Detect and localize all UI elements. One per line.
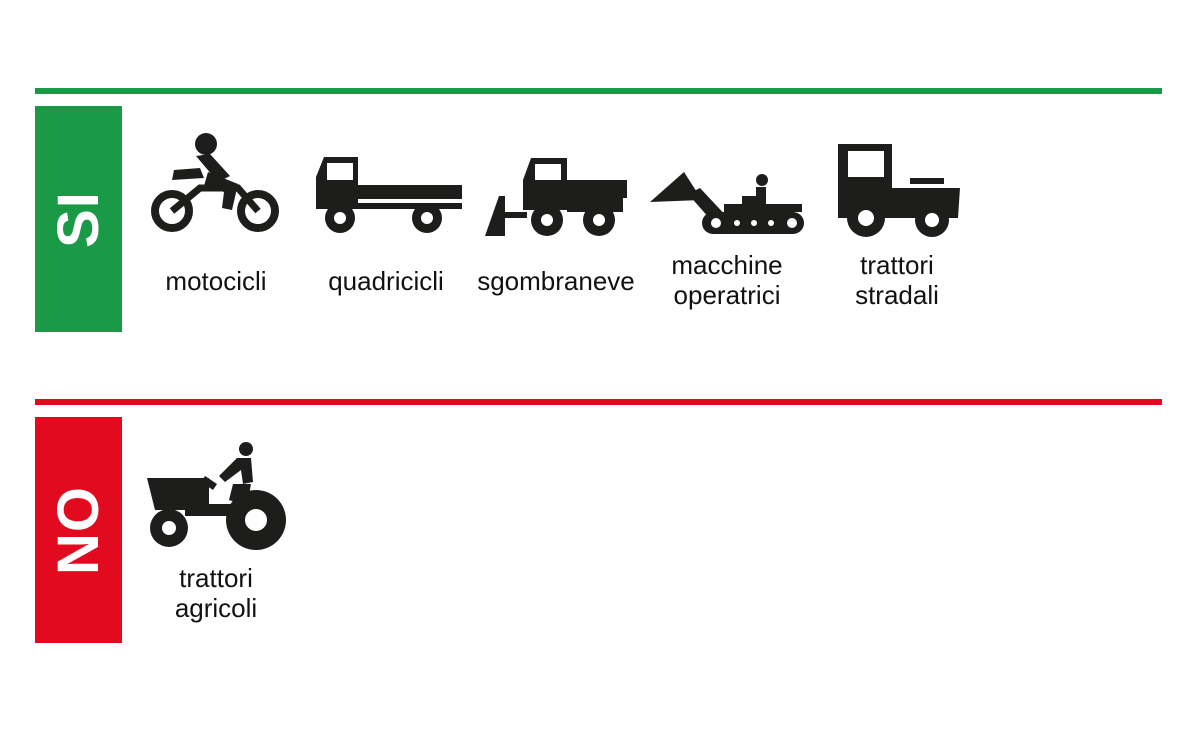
label-macchine-operatrici: macchine operatrici bbox=[671, 250, 783, 310]
motorcycle-icon bbox=[151, 133, 279, 232]
label-sgombraneve: sgombraneve bbox=[477, 266, 635, 296]
no-tag-text: NO bbox=[46, 485, 111, 575]
snowplow-icon bbox=[485, 158, 627, 236]
si-divider bbox=[35, 88, 1162, 94]
no-tag: NO bbox=[35, 417, 122, 643]
label-trattori-agricoli: trattori agricoli bbox=[174, 563, 258, 623]
label-motocicli: motocicli bbox=[165, 266, 267, 296]
road-tractor-icon bbox=[838, 144, 960, 237]
label-quadricicli: quadricicli bbox=[328, 266, 444, 296]
label-trattori-stradali: trattori stradali bbox=[855, 250, 939, 310]
farm-tractor-icon bbox=[147, 442, 286, 550]
quadricycle-truck-icon bbox=[316, 157, 462, 233]
si-tag-text: SI bbox=[46, 190, 111, 248]
si-tag: SI bbox=[35, 106, 122, 332]
no-divider bbox=[35, 399, 1162, 405]
bulldozer-icon bbox=[650, 172, 804, 234]
